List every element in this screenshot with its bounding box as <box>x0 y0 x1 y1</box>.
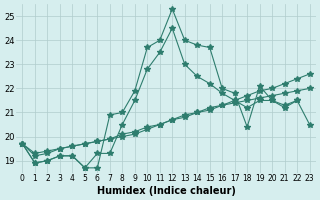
X-axis label: Humidex (Indice chaleur): Humidex (Indice chaleur) <box>97 186 236 196</box>
